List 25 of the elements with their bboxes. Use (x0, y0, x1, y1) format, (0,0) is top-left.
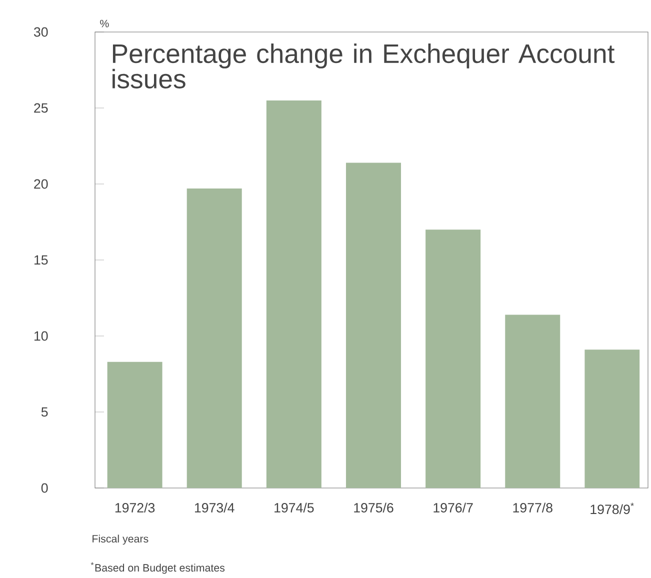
y-tick-label: 10 (34, 331, 48, 341)
x-tick-label: 1975/6 (354, 502, 394, 512)
text: $^{*}$Based on Budget estimates (90, 562, 225, 574)
bar (186, 188, 242, 488)
bar (346, 162, 401, 488)
x-tick-label: 1972/3 (115, 502, 155, 512)
bar (584, 350, 640, 488)
x-tick-label: 1977/8 (513, 502, 552, 512)
y-tick-label: 30 (34, 27, 48, 37)
x-tick-label: 1976/7 (434, 502, 473, 512)
x-tick-label: 1974/5 (274, 502, 314, 512)
x-tick-label: 1973/4 (194, 502, 234, 512)
bar (266, 100, 322, 488)
y-tick-label: 25 (34, 103, 48, 113)
text: Percentage change in Exchequer Account issues (112, 43, 615, 88)
y-tick-label: 0 (41, 483, 48, 493)
y-tick-label: 5 (41, 407, 48, 417)
y-tick-label: 15 (34, 255, 48, 265)
bar (505, 314, 560, 488)
y-tick-label: 20 (34, 179, 48, 189)
y-axis-title: % (100, 20, 109, 28)
x-tick-label: 1978/9$^{*}$ (590, 502, 634, 514)
x-axis-title: Fiscal years (92, 534, 148, 545)
bar (107, 362, 162, 488)
bar (426, 230, 481, 488)
